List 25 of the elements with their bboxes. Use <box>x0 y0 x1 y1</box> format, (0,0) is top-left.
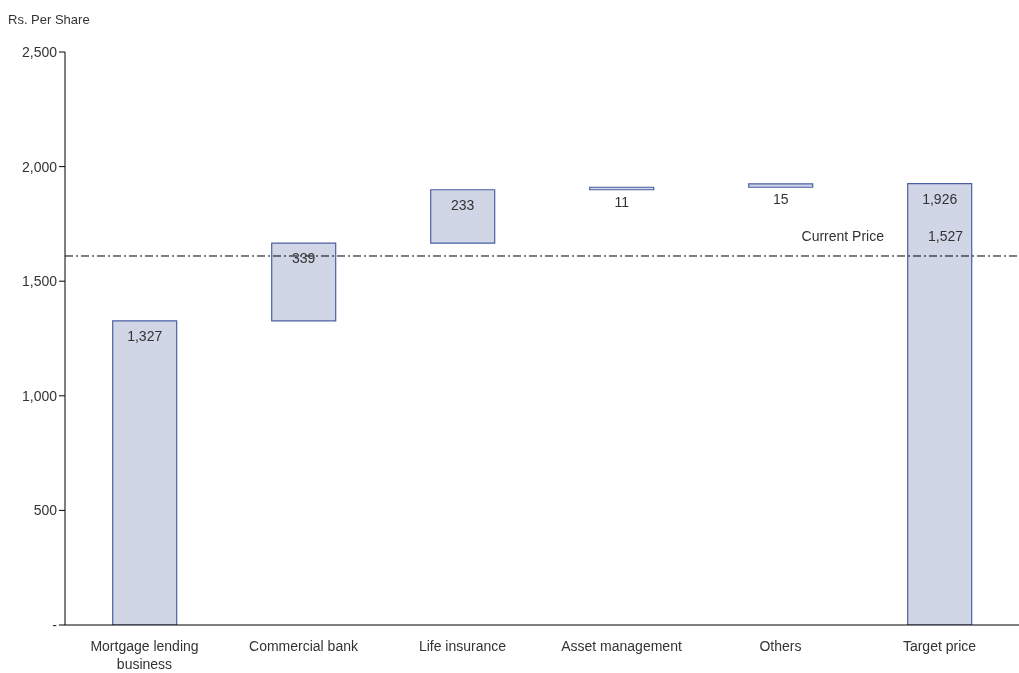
ref-line-label: Current Price <box>801 227 885 244</box>
data-label: 1,327 <box>127 327 163 344</box>
y-tick-label: 1,000 <box>21 387 58 404</box>
bar <box>748 183 814 188</box>
x-tick-label: Asset management <box>561 638 682 654</box>
annotation: 1,527 <box>928 228 964 244</box>
bar <box>907 182 973 625</box>
data-label: 11 <box>614 194 630 211</box>
data-label: 1,926 <box>922 190 958 207</box>
bar <box>430 189 496 244</box>
x-tick-label: Mortgage lending business <box>90 638 199 672</box>
x-tick-label: Life insurance <box>418 638 507 654</box>
data-label: 233 <box>451 196 475 213</box>
data-label: 15 <box>772 190 789 207</box>
x-tick-label: Commercial bank <box>249 638 359 654</box>
x-tick-label: Target price <box>902 638 977 654</box>
y-tick-label: 2,000 <box>21 158 58 175</box>
bar <box>271 242 337 322</box>
y-tick-label: 1,500 <box>21 273 58 290</box>
y-tick-label: - <box>52 616 58 633</box>
x-tick-label: Others <box>759 638 802 654</box>
bar <box>112 320 178 625</box>
y-tick-label: 2,500 <box>21 43 58 60</box>
y-tick-label: 500 <box>33 502 58 519</box>
y-axis-title: Rs. Per Share <box>8 12 90 27</box>
